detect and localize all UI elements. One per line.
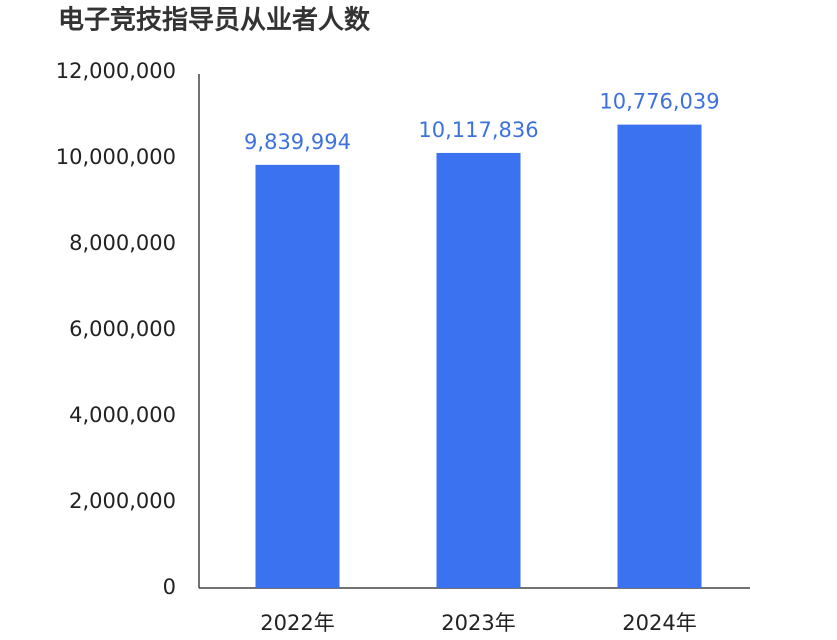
- y-tick-label: 2,000,000: [69, 489, 176, 513]
- value-label: 10,117,836: [418, 118, 538, 142]
- y-tick-label: 6,000,000: [69, 317, 176, 341]
- y-tick-label: 12,000,000: [56, 59, 176, 83]
- bar: [255, 164, 340, 589]
- x-tick-label: 2022年: [260, 611, 334, 635]
- y-tick-label: 4,000,000: [69, 403, 176, 427]
- x-tick-label: 2024年: [622, 611, 696, 635]
- bar: [617, 124, 702, 589]
- x-tick-label: 2023年: [441, 611, 515, 635]
- chart-title: 电子竞技指导员从业者人数: [58, 5, 371, 36]
- value-label: 10,776,039: [599, 90, 719, 114]
- bar: [436, 152, 521, 588]
- y-tick-label: 10,000,000: [56, 145, 176, 169]
- y-tick-label: 8,000,000: [69, 231, 176, 255]
- y-tick-label: 0: [163, 575, 176, 599]
- value-label: 9,839,994: [244, 130, 351, 154]
